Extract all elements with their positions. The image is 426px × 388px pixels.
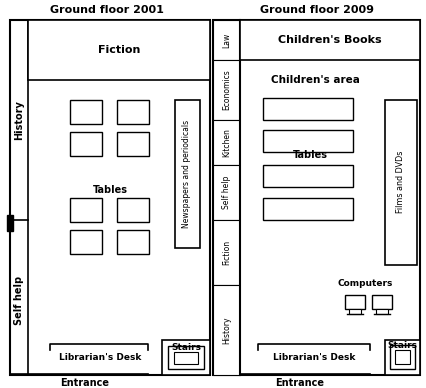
Bar: [213, 20, 239, 60]
Text: Films and DVDs: Films and DVDs: [396, 151, 405, 213]
Bar: [117, 230, 149, 254]
Text: Kitchen: Kitchen: [222, 128, 230, 157]
Bar: [173, 352, 198, 364]
Bar: [262, 130, 352, 152]
Text: Entrance: Entrance: [60, 378, 109, 388]
Bar: [70, 230, 102, 254]
Bar: [262, 165, 352, 187]
Bar: [262, 198, 352, 220]
Bar: [213, 285, 239, 375]
Bar: [348, 309, 360, 314]
Bar: [239, 20, 419, 375]
Bar: [70, 100, 102, 124]
Text: Self help: Self help: [222, 176, 230, 209]
Bar: [175, 100, 199, 248]
Bar: [344, 295, 364, 309]
Bar: [213, 20, 239, 375]
Bar: [239, 20, 419, 60]
Text: Law: Law: [222, 32, 230, 48]
Bar: [213, 60, 239, 120]
Bar: [117, 198, 149, 222]
Bar: [7, 215, 13, 231]
Text: Entrance: Entrance: [275, 378, 324, 388]
Text: Ground floor 2001: Ground floor 2001: [50, 5, 164, 15]
Bar: [161, 340, 210, 375]
Text: Tables: Tables: [292, 150, 327, 160]
Bar: [375, 309, 387, 314]
Bar: [389, 345, 414, 369]
Text: Fiction: Fiction: [98, 45, 140, 55]
Text: Stairs: Stairs: [386, 341, 416, 350]
Text: Librarian's Desk: Librarian's Desk: [59, 353, 141, 362]
Text: Stairs: Stairs: [170, 343, 201, 353]
Text: Librarian's Desk: Librarian's Desk: [272, 353, 354, 362]
Bar: [167, 346, 204, 369]
Text: Computers: Computers: [337, 279, 392, 288]
Text: Ground floor 2009: Ground floor 2009: [259, 5, 373, 15]
Bar: [28, 20, 210, 80]
Text: Self help: Self help: [14, 275, 24, 325]
Text: Newspapers and periodicals: Newspapers and periodicals: [182, 120, 191, 228]
Bar: [213, 220, 239, 285]
Bar: [384, 100, 416, 265]
Text: History: History: [222, 316, 230, 344]
Text: Children's area: Children's area: [270, 75, 359, 85]
Bar: [10, 20, 210, 375]
Bar: [394, 350, 409, 364]
Bar: [213, 120, 239, 165]
Bar: [262, 98, 352, 120]
Text: Fiction: Fiction: [222, 240, 230, 265]
Bar: [70, 132, 102, 156]
Bar: [213, 165, 239, 220]
Text: Economics: Economics: [222, 69, 230, 110]
Bar: [384, 340, 419, 375]
Bar: [371, 295, 391, 309]
Bar: [117, 132, 149, 156]
Text: Children's Books: Children's Books: [277, 35, 381, 45]
Bar: [117, 100, 149, 124]
Text: Tables: Tables: [92, 185, 127, 195]
Text: History: History: [14, 100, 24, 140]
Bar: [70, 198, 102, 222]
